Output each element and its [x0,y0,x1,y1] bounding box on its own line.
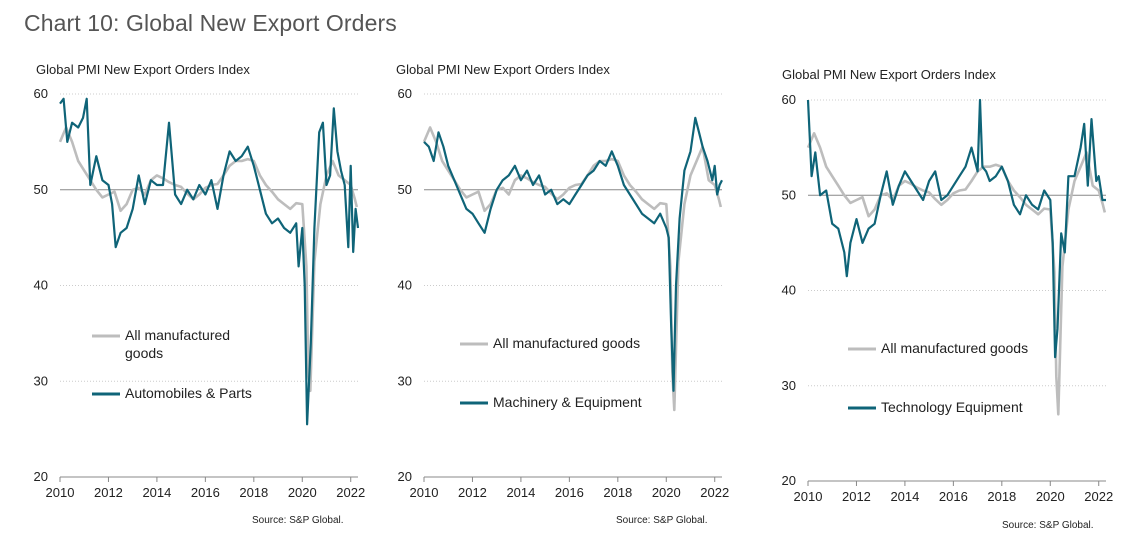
x-tick-label: 2016 [191,485,220,500]
chart-panel-machinery: Global PMI New Export Orders Index 20 30 4… [364,0,744,540]
source-note: Source: S&P Global. [252,515,344,526]
page-title: Chart 10: Global New Export Orders [24,10,397,36]
y-tick-label: 30 [34,373,48,388]
y-tick-label: 20 [782,473,796,488]
series-line-sector [806,98,1106,359]
y-tick-label: 40 [782,283,796,298]
x-tick-label: 2022 [1084,489,1113,504]
y-tick-label: 60 [782,92,796,107]
x-tick-label: 2018 [239,485,268,500]
x-tick-label: 2010 [410,485,439,500]
source-note: Source: S&P Global. [616,515,708,526]
x-tick-label: 2022 [700,485,729,500]
x-tick-label: 2016 [939,489,968,504]
x-tick-label: 2022 [336,485,365,500]
chart-panel-automobiles: Global PMI New Export Orders Index 20 30 4… [0,0,380,540]
legend-label: All manufactured goods [881,340,1028,356]
x-tick-label: 2012 [94,485,123,500]
legend-label: goods [125,345,163,361]
x-tick-label: 2018 [603,485,632,500]
series-line-sector [59,97,360,426]
y-tick-label: 40 [34,278,48,293]
y-tick-label: 60 [398,86,412,101]
chart-title: Global PMI New Export Orders Index [36,62,250,77]
x-tick-label: 2018 [987,489,1016,504]
x-tick-label: 2012 [458,485,487,500]
line-chart: 20 30 40 50 60 2010 2012 2014 2016 2018 2020 2022 Al… [34,86,366,500]
series-line-all-manufactured [806,132,1107,416]
chart-title: Global PMI New Export Orders Index [396,62,610,77]
y-tick-label: 60 [34,86,48,101]
x-tick-label: 2020 [1036,489,1065,504]
y-tick-label: 50 [398,182,412,197]
series-line-sector [423,116,723,392]
x-tick-label: 2010 [794,489,823,504]
x-tick-label: 2014 [142,485,171,500]
y-tick-label: 50 [782,187,796,202]
line-chart: 20 30 40 50 60 2010 2012 2014 2016 2018 2020 2022 Al… [398,86,730,500]
line-chart: 20 30 40 50 60 2010 2012 2014 2016 2018 2020 2022 Al… [782,92,1114,504]
x-tick-label: 2010 [46,485,75,500]
chart-panel-technology: Global PMI New Export Orders Index 20 30 4… [750,0,1130,540]
legend-label: Technology Equipment [881,399,1023,415]
chart-title: Global PMI New Export Orders Index [782,67,996,82]
x-tick-label: 2020 [288,485,317,500]
legend-label: All manufactured goods [493,335,640,351]
x-tick-label: 2020 [652,485,681,500]
y-tick-label: 20 [34,469,48,484]
y-tick-label: 30 [398,373,412,388]
y-tick-label: 40 [398,278,412,293]
y-tick-label: 30 [782,378,796,393]
x-tick-label: 2014 [506,485,535,500]
x-tick-label: 2014 [890,489,919,504]
x-tick-label: 2016 [555,485,584,500]
legend-label: All manufactured [125,327,230,343]
y-tick-label: 50 [34,182,48,197]
source-note: Source: S&P Global. [1002,520,1094,531]
legend-label: Automobiles & Parts [125,385,252,401]
legend-label: Machinery & Equipment [493,394,642,410]
series-line-all-manufactured [58,126,359,393]
y-tick-label: 20 [398,469,412,484]
x-tick-label: 2012 [842,489,871,504]
